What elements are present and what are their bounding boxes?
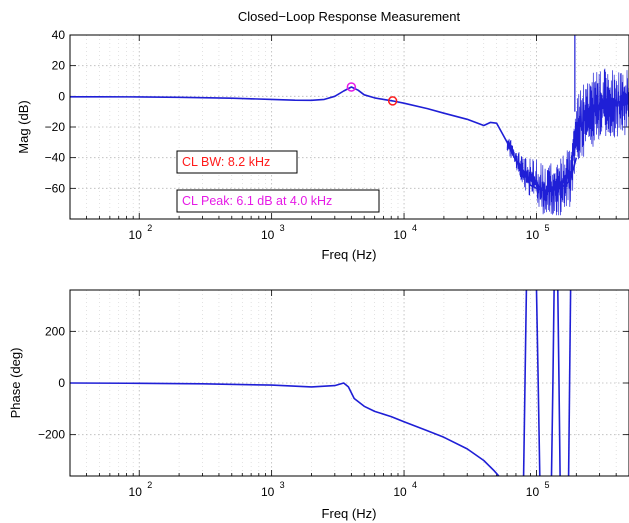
phase-x-tick-label: 10 (261, 485, 275, 499)
phase-series (69, 289, 572, 477)
phase-series-line (69, 382, 500, 477)
annotation-cl-bw-box (176, 150, 298, 174)
magnitude-y-tick-label: −20 (45, 120, 66, 134)
magnitude-axes-frame (69, 34, 629, 220)
magnitude-xlabel: Freq (Hz) (322, 247, 377, 262)
phase-y-tick-label: 200 (45, 324, 65, 338)
phase-x-tick-label: 10 (526, 485, 540, 499)
phase-x-tick-label: 10 (129, 485, 143, 499)
phase-wrap-segment (557, 289, 561, 477)
magnitude-x-tick-label: 10 (526, 228, 540, 242)
magnitude-x-tick-exponent: 2 (147, 223, 152, 233)
annotation-cl-bw-text: CL BW: 8.2 kHz (182, 155, 270, 169)
annotation-marker-cl-peak (346, 82, 357, 92)
magnitude-series-line (70, 86, 578, 193)
magnitude-y-tick-label: 0 (58, 89, 65, 103)
phase-wrap-segment (522, 289, 528, 477)
magnitude-x-tick-exponent: 3 (280, 223, 285, 233)
magnitude-ylabel: Mag (dB) (16, 100, 31, 153)
magnitude-x-tick-label: 10 (393, 228, 407, 242)
phase-ylabel: Phase (deg) (8, 348, 23, 419)
magnitude-y-tick-label: −60 (45, 181, 66, 195)
magnitude-plot: 10 2 10 3 10 4 10 5 40 20 0 −20 −40 −60 Freq (Hz) Mag… (16, 28, 629, 262)
phase-y-tick-label: −200 (38, 428, 65, 442)
magnitude-noise-band (506, 68, 629, 216)
phase-x-tick-exponent: 4 (412, 480, 417, 490)
magnitude-x-tick-label: 10 (129, 228, 143, 242)
phase-x-tick-exponent: 2 (147, 480, 152, 490)
annotation-cl-peak: CL Peak: 6.1 dB at 4.0 kHz (176, 189, 380, 213)
magnitude-y-tick-label: 40 (52, 28, 66, 42)
annotation-marker-cl-bw (387, 96, 398, 106)
magnitude-series (70, 35, 629, 216)
phase-x-tick-exponent: 5 (544, 480, 549, 490)
chart-title: Closed−Loop Response Measurement (238, 9, 461, 24)
annotation-cl-bw: CL BW: 8.2 kHz (176, 150, 298, 174)
phase-wrap-segment (550, 289, 555, 477)
magnitude-y-tick-label: 20 (52, 59, 66, 73)
phase-x-tick-label: 10 (393, 485, 407, 499)
magnitude-x-tick-exponent: 5 (544, 223, 549, 233)
magnitude-x-tick-exponent: 4 (412, 223, 417, 233)
annotation-cl-peak-text: CL Peak: 6.1 dB at 4.0 kHz (182, 194, 332, 208)
phase-x-tick-exponent: 3 (280, 480, 285, 490)
phase-plot: 10 2 10 3 10 4 10 5 200 0 −200 Freq (Hz) Phase (de… (8, 289, 629, 521)
magnitude-y-tick-label: −40 (45, 151, 66, 165)
phase-wrap-segment (567, 289, 572, 477)
phase-y-tick-label: 0 (58, 376, 65, 390)
magnitude-x-tick-label: 10 (261, 228, 275, 242)
phase-axes-frame (69, 289, 629, 477)
phase-xlabel: Freq (Hz) (322, 506, 377, 521)
phase-wrap-segment (535, 289, 541, 477)
annotation-cl-peak-box (176, 189, 380, 213)
